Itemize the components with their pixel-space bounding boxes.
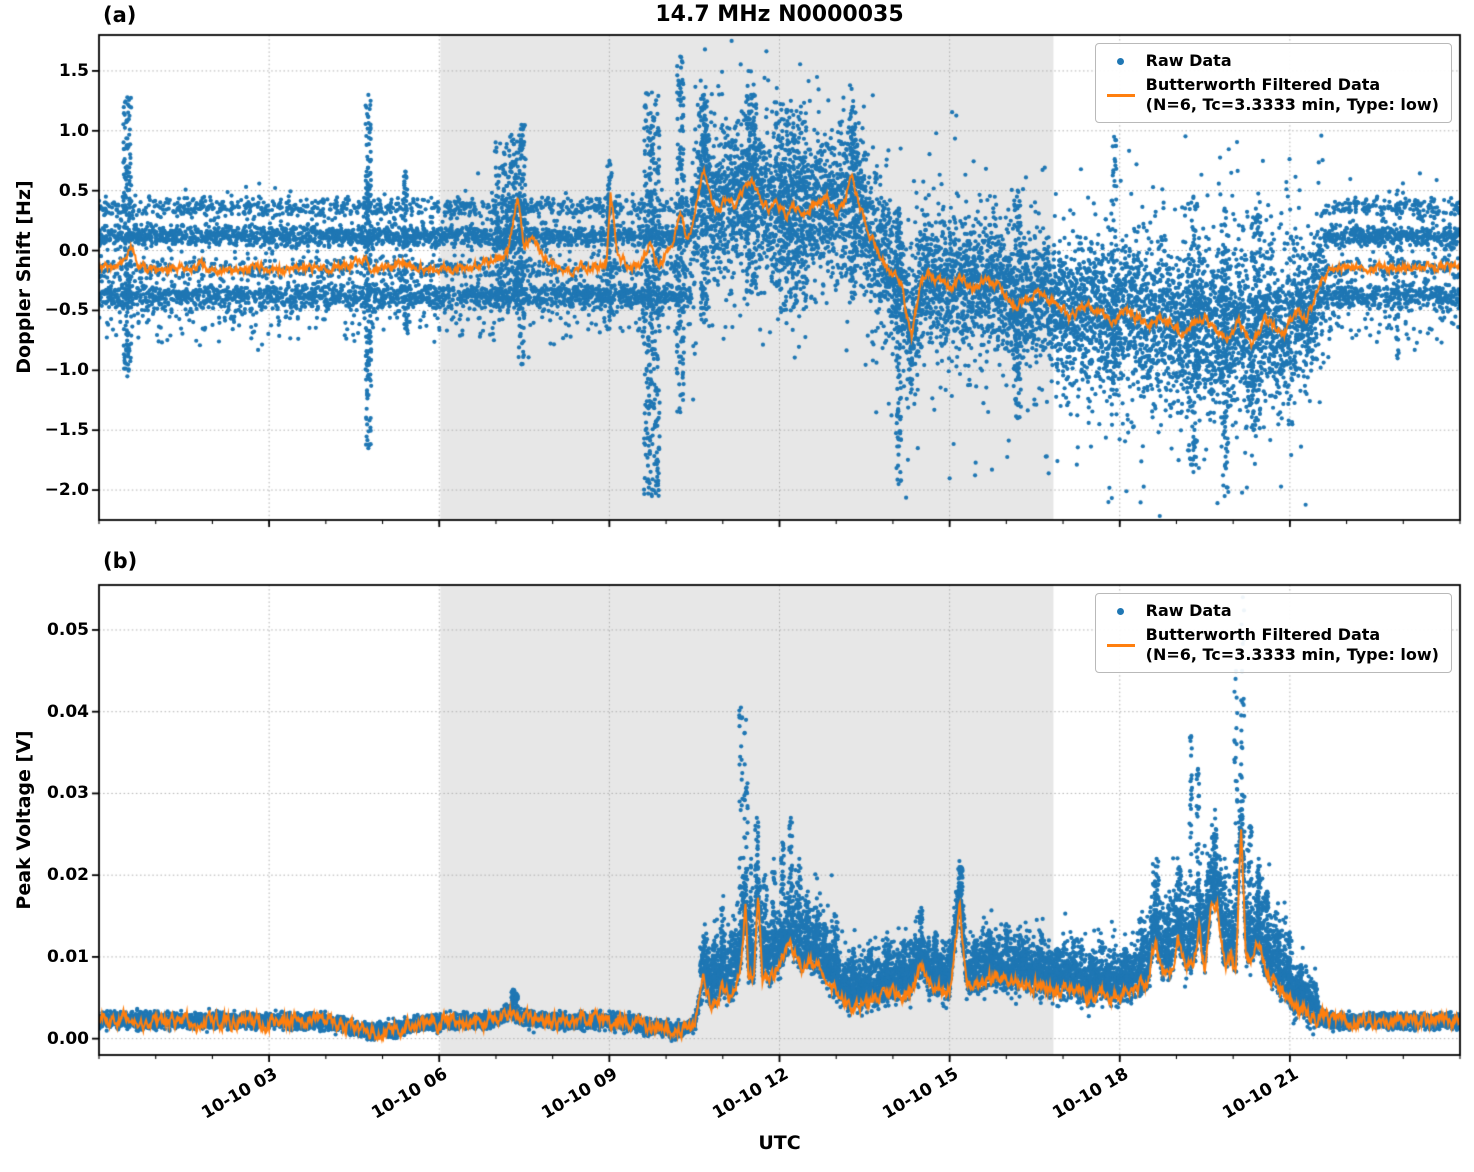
y-tick-label-a: −0.5 (44, 300, 89, 321)
legend-raw-label-a: Raw Data (1145, 51, 1232, 70)
raw-data-marker-icon (1106, 607, 1136, 615)
legend-filtered-label-a: Butterworth Filtered Data (N=6, Tc=3.333… (1146, 75, 1439, 115)
x-axis-label: UTC (758, 1132, 801, 1154)
panel-a-label: (a) (103, 3, 137, 27)
y-tick-label-b: 0.03 (47, 783, 89, 804)
y-tick-label-b: 0.01 (47, 946, 89, 967)
y-tick-label-b: 0.05 (47, 619, 89, 640)
legend-filtered-label-b: Butterworth Filtered Data (N=6, Tc=3.333… (1146, 625, 1439, 665)
legend-filtered-row-b: Butterworth Filtered Data (N=6, Tc=3.333… (1106, 625, 1439, 665)
legend-filtered-line1-a: Butterworth Filtered Data (1145, 75, 1381, 94)
filtered-line-marker-icon (1106, 93, 1136, 97)
y-tick-label-a: 0.5 (58, 180, 89, 201)
y-tick-label-b: 0.02 (47, 865, 89, 886)
legend-filtered-row-a: Butterworth Filtered Data (N=6, Tc=3.333… (1106, 75, 1439, 115)
figure-title: 14.7 MHz N0000035 (655, 2, 904, 27)
legend-raw-row-b: Raw Data (1106, 601, 1439, 621)
legend-panel-b: Raw Data Butterworth Filtered Data (N=6,… (1094, 593, 1452, 673)
legend-filtered-line2-a: (N=6, Tc=3.3333 min, Type: low) (1145, 95, 1439, 114)
y-tick-label-a: 1.0 (58, 120, 89, 141)
y-tick-label-a: 1.5 (58, 60, 89, 81)
panel-b-label: (b) (103, 549, 138, 573)
y-tick-label-a: −1.5 (44, 420, 89, 441)
raw-data-marker-icon (1106, 57, 1136, 65)
y-tick-label-b: 0.00 (47, 1028, 89, 1049)
legend-panel-a: Raw Data Butterworth Filtered Data (N=6,… (1094, 43, 1452, 123)
filtered-line-marker-icon (1106, 643, 1136, 647)
legend-raw-row-a: Raw Data (1106, 51, 1439, 71)
legend-filtered-line2-b: (N=6, Tc=3.3333 min, Type: low) (1145, 645, 1439, 664)
y-tick-label-a: −2.0 (44, 480, 89, 501)
y-tick-label-a: 0.0 (58, 240, 89, 261)
y-tick-label-a: −1.0 (44, 360, 89, 381)
legend-filtered-line1-b: Butterworth Filtered Data (1145, 625, 1381, 644)
legend-raw-label-b: Raw Data (1145, 601, 1232, 620)
y-tick-label-b: 0.04 (47, 701, 89, 722)
panel-a-ylabel: Doppler Shift [Hz] (13, 180, 35, 374)
